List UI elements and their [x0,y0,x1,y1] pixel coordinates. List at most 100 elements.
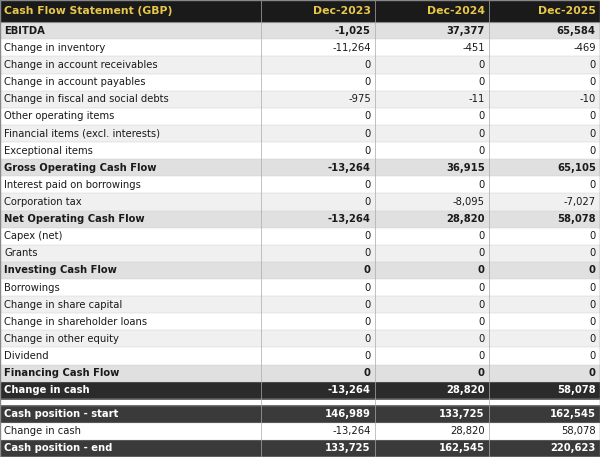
Text: 0: 0 [590,77,596,87]
Text: EBITDA: EBITDA [4,26,45,36]
Bar [0,330,600,347]
Text: 0: 0 [479,128,485,138]
Text: 0: 0 [590,351,596,361]
Text: 58,078: 58,078 [557,214,596,224]
Bar [0,313,600,330]
Text: Financing Cash Flow: Financing Cash Flow [4,368,119,378]
Bar [0,228,600,245]
Text: 0: 0 [365,60,371,70]
Text: 0: 0 [365,351,371,361]
Text: 0: 0 [365,300,371,310]
Text: 28,820: 28,820 [446,214,485,224]
Text: 0: 0 [365,128,371,138]
Text: Cash position - end: Cash position - end [4,443,113,453]
Text: -451: -451 [462,43,485,53]
Text: Dec-2023: Dec-2023 [313,6,371,16]
Text: Change in cash: Change in cash [4,385,90,395]
Text: 146,989: 146,989 [325,409,371,419]
Text: 0: 0 [590,334,596,344]
Bar [0,22,600,39]
Text: 28,820: 28,820 [446,385,485,395]
Text: 0: 0 [590,180,596,190]
Text: Dec-2024: Dec-2024 [427,6,485,16]
Text: 0: 0 [479,248,485,258]
Text: -13,264: -13,264 [332,426,371,436]
Text: 162,545: 162,545 [550,409,596,419]
Text: 0: 0 [590,317,596,327]
Text: 0: 0 [365,231,371,241]
Text: 0: 0 [479,146,485,156]
Bar [0,108,600,125]
Text: 0: 0 [479,112,485,122]
Text: 0: 0 [479,282,485,292]
Text: Capex (net): Capex (net) [4,231,62,241]
Bar [0,176,600,193]
Text: 0: 0 [590,146,596,156]
Text: Change in share capital: Change in share capital [4,300,122,310]
Text: 0: 0 [479,317,485,327]
Text: 0: 0 [365,180,371,190]
Bar [0,0,600,22]
Bar [0,211,600,228]
Bar [0,245,600,262]
Text: Corporation tax: Corporation tax [4,197,82,207]
Text: Investing Cash Flow: Investing Cash Flow [4,266,117,276]
Text: Grants: Grants [4,248,38,258]
Text: 162,545: 162,545 [439,443,485,453]
Text: 65,584: 65,584 [557,26,596,36]
Text: 28,820: 28,820 [450,426,485,436]
Text: 0: 0 [479,77,485,87]
Text: Net Operating Cash Flow: Net Operating Cash Flow [4,214,145,224]
Text: Change in cash: Change in cash [4,426,81,436]
Text: -10: -10 [580,94,596,104]
Text: 0: 0 [479,231,485,241]
Text: 65,105: 65,105 [557,163,596,173]
Text: 133,725: 133,725 [325,443,371,453]
Text: 0: 0 [365,317,371,327]
Text: 0: 0 [478,368,485,378]
Bar [0,296,600,313]
Text: 0: 0 [479,300,485,310]
Text: 0: 0 [590,60,596,70]
Text: Dec-2025: Dec-2025 [538,6,596,16]
Text: 0: 0 [365,334,371,344]
Text: Other operating items: Other operating items [4,112,115,122]
Bar [0,39,600,57]
Text: -8,095: -8,095 [453,197,485,207]
Text: 0: 0 [590,248,596,258]
Text: 0: 0 [365,197,371,207]
Text: Gross Operating Cash Flow: Gross Operating Cash Flow [4,163,157,173]
Text: 0: 0 [364,368,371,378]
Text: 0: 0 [365,146,371,156]
Text: Change in other equity: Change in other equity [4,334,119,344]
Text: 0: 0 [479,334,485,344]
Bar [0,406,600,423]
Text: Dividend: Dividend [4,351,49,361]
Text: Exceptional items: Exceptional items [4,146,93,156]
Text: 58,078: 58,078 [561,426,596,436]
Bar [0,74,600,91]
Text: 0: 0 [479,60,485,70]
Text: Change in shareholder loans: Change in shareholder loans [4,317,148,327]
Text: 0: 0 [589,266,596,276]
Text: Borrowings: Borrowings [4,282,60,292]
Text: 0: 0 [365,77,371,87]
Text: -13,264: -13,264 [328,163,371,173]
Text: -7,027: -7,027 [563,197,596,207]
Text: 0: 0 [590,300,596,310]
Text: Interest paid on borrowings: Interest paid on borrowings [4,180,141,190]
Bar [0,423,600,440]
Bar [0,440,600,457]
Text: 0: 0 [479,180,485,190]
Bar [0,382,600,399]
Text: Cash Flow Statement (GBP): Cash Flow Statement (GBP) [4,6,173,16]
Text: 0: 0 [479,351,485,361]
Text: 0: 0 [589,368,596,378]
Text: Financial items (excl. interests): Financial items (excl. interests) [4,128,160,138]
Bar [0,57,600,74]
Text: 0: 0 [365,282,371,292]
Text: 0: 0 [364,266,371,276]
Text: Cash position - start: Cash position - start [4,409,119,419]
Text: -469: -469 [573,43,596,53]
Text: 58,078: 58,078 [557,385,596,395]
